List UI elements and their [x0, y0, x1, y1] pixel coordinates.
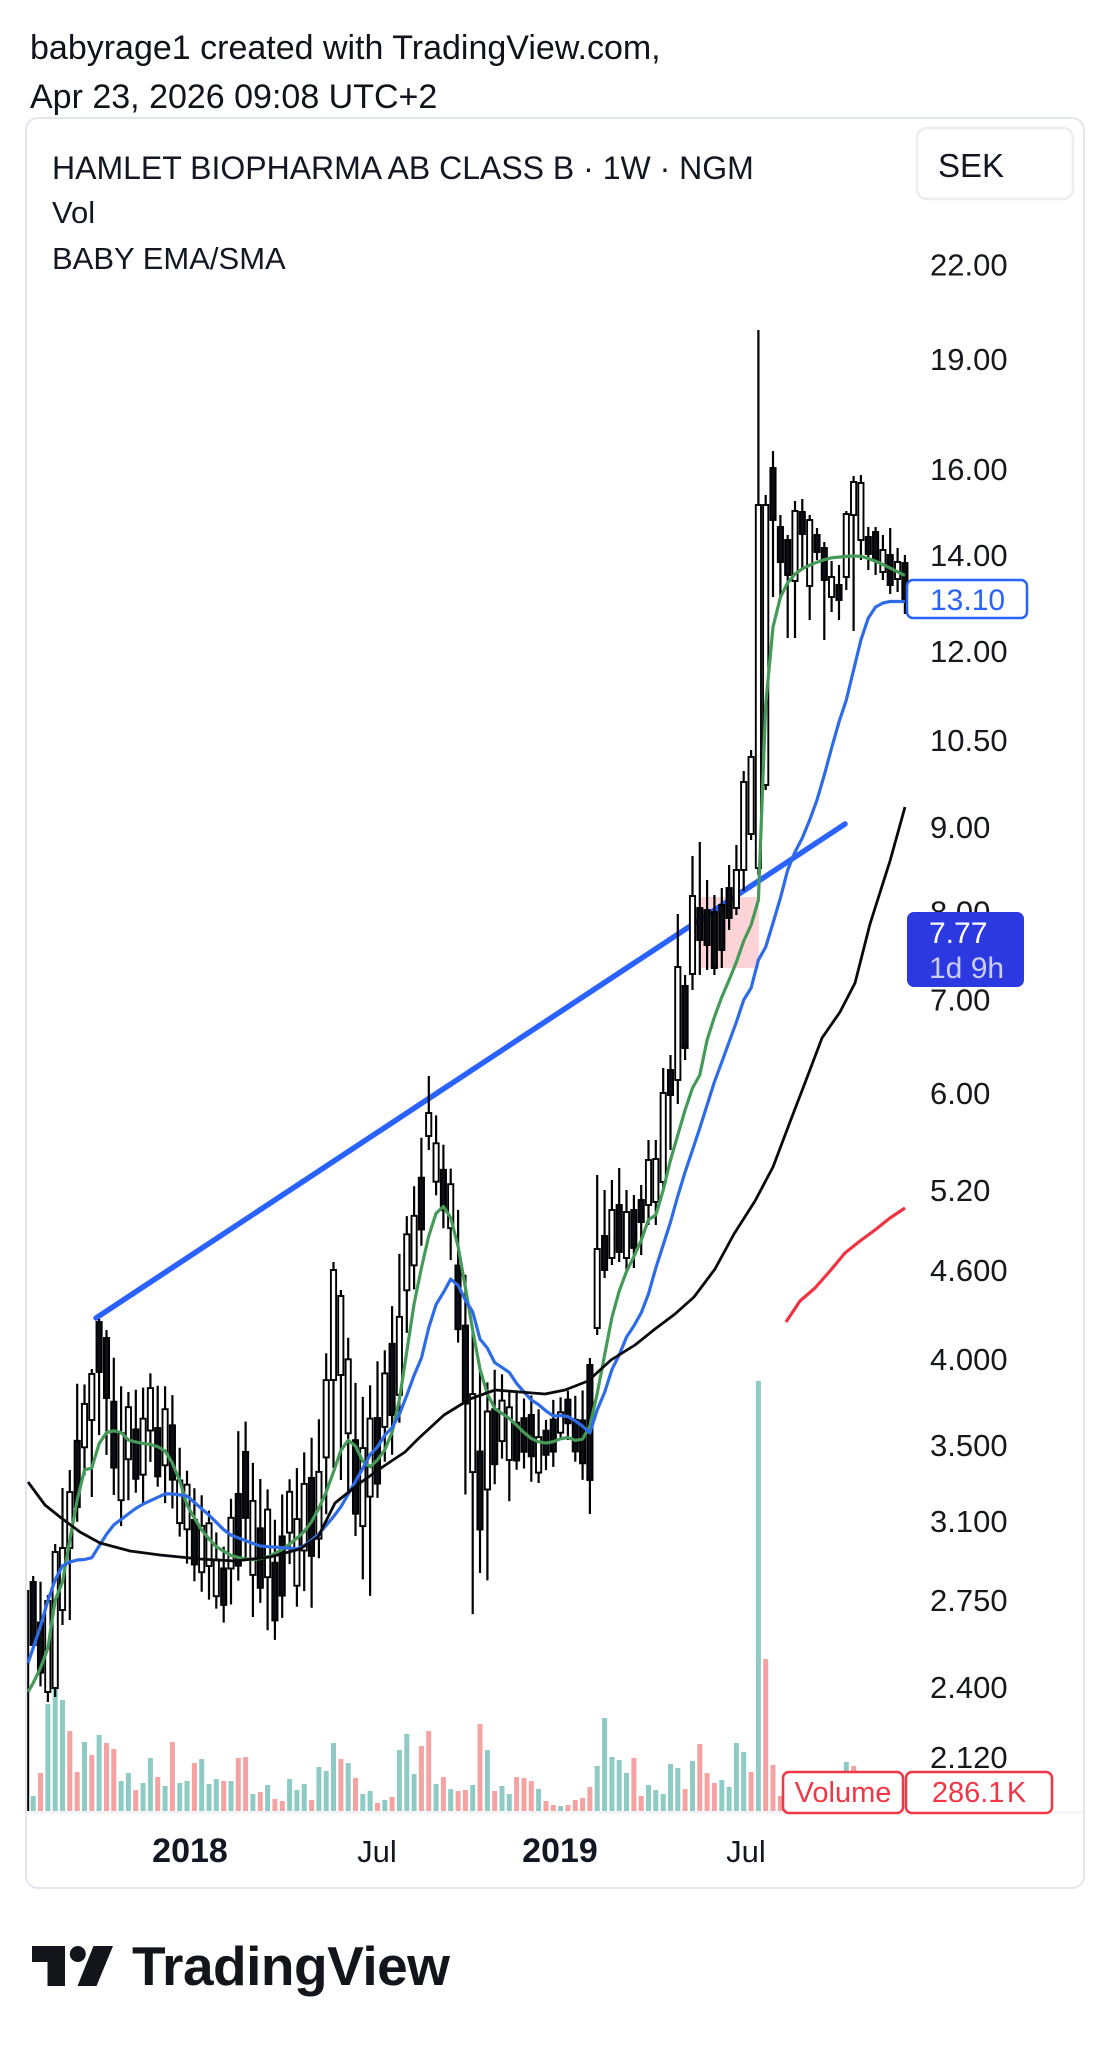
svg-text:4.000: 4.000 — [930, 1342, 1008, 1377]
svg-text:babyrage1 created with Trading: babyrage1 created with TradingView.com, — [30, 29, 661, 67]
svg-text:2019: 2019 — [522, 1832, 598, 1870]
svg-text:16.00: 16.00 — [930, 452, 1008, 487]
svg-text:2018: 2018 — [152, 1832, 228, 1870]
svg-text:Vol: Vol — [52, 195, 95, 230]
svg-text:HAMLET BIOPHARMA AB CLASS B ·: HAMLET BIOPHARMA AB CLASS B · 1W · NGM — [52, 150, 754, 186]
svg-text:12.00: 12.00 — [930, 634, 1008, 669]
svg-text:2.120: 2.120 — [930, 1740, 1008, 1775]
svg-text:SEK: SEK — [938, 147, 1004, 184]
svg-text:2.400: 2.400 — [930, 1670, 1008, 1705]
svg-text:4.600: 4.600 — [930, 1253, 1008, 1288]
svg-text:Volume: Volume — [795, 1777, 892, 1809]
svg-text:13.10: 13.10 — [930, 584, 1005, 617]
svg-text:22.00: 22.00 — [930, 248, 1008, 283]
svg-text:7.77: 7.77 — [929, 917, 987, 950]
svg-text:6.00: 6.00 — [930, 1076, 990, 1111]
svg-text:7.00: 7.00 — [930, 983, 990, 1018]
svg-text:3.500: 3.500 — [930, 1428, 1008, 1463]
svg-text:BABY EMA/SMA: BABY EMA/SMA — [52, 241, 286, 276]
svg-text:19.00: 19.00 — [930, 342, 1008, 377]
svg-text:9.00: 9.00 — [930, 810, 990, 845]
svg-text:14.00: 14.00 — [930, 538, 1008, 573]
svg-text:3.100: 3.100 — [930, 1504, 1008, 1539]
svg-text:Apr 23, 2026 09:08 UTC+2: Apr 23, 2026 09:08 UTC+2 — [30, 78, 437, 116]
svg-text:Jul: Jul — [726, 1834, 766, 1869]
svg-text:5.20: 5.20 — [930, 1173, 990, 1208]
svg-text:TradingView: TradingView — [132, 1935, 450, 1997]
svg-text:Jul: Jul — [357, 1834, 397, 1869]
svg-text:2.750: 2.750 — [930, 1583, 1008, 1618]
svg-text:10.50: 10.50 — [930, 723, 1008, 758]
svg-text:1d 9h: 1d 9h — [929, 952, 1004, 985]
svg-text:286.1 K: 286.1 K — [932, 1777, 1027, 1809]
